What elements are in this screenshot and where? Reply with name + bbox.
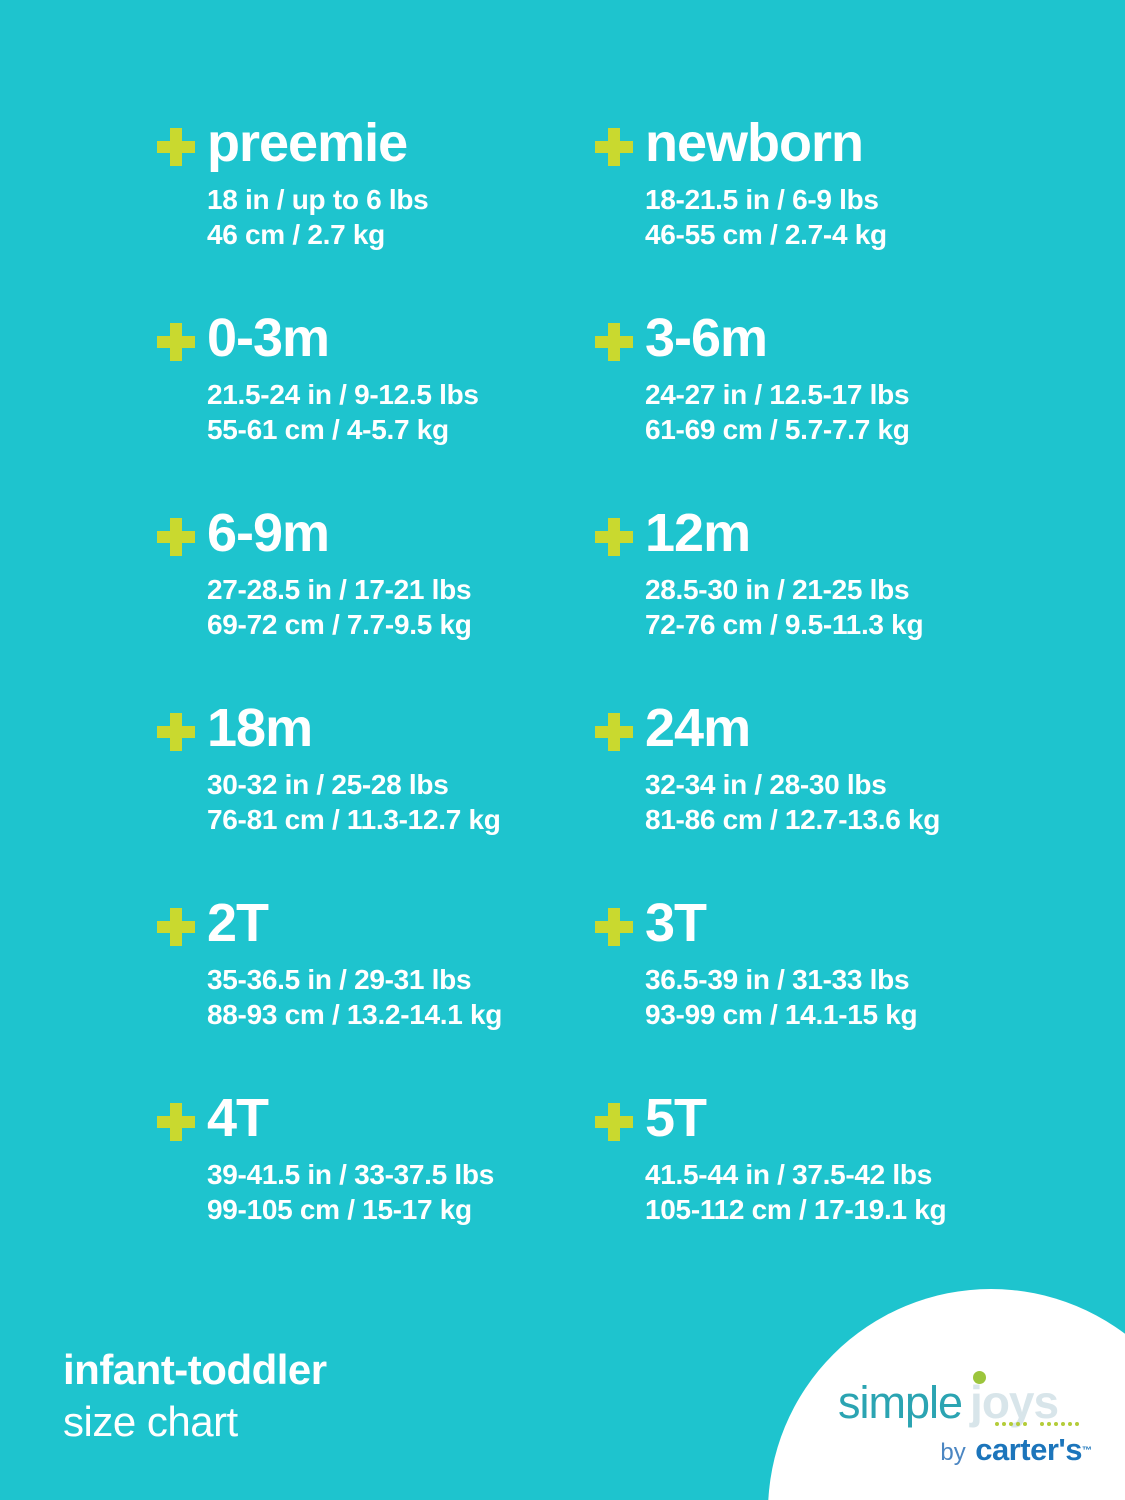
logo-joys-text: joys bbox=[970, 1371, 1059, 1429]
size-imperial: 18-21.5 in / 6-9 lbs bbox=[645, 184, 879, 215]
chart-title-line2: size chart bbox=[63, 1398, 238, 1445]
logo-dotted-underline bbox=[995, 1422, 1079, 1426]
size-card-6-9m: 6-9m 27-28.5 in / 17-21 lbs 69-72 cm / 7… bbox=[157, 506, 595, 701]
size-imperial: 36.5-39 in / 31-33 lbs bbox=[645, 964, 910, 995]
chart-title: infant-toddler size chart bbox=[63, 1346, 327, 1446]
size-label: 0-3m bbox=[207, 308, 330, 368]
size-card-text: 24m 32-34 in / 28-30 lbs 81-86 cm / 12.7… bbox=[645, 701, 940, 837]
size-grid: preemie 18 in / up to 6 lbs 46 cm / 2.7 … bbox=[157, 116, 1125, 1286]
logo-simple-text: simple bbox=[838, 1377, 963, 1428]
brand-logo-circle: simple joys by carter's™ bbox=[768, 1289, 1125, 1500]
plus-icon bbox=[595, 518, 633, 556]
size-metric: 81-86 cm / 12.7-13.6 kg bbox=[645, 804, 941, 835]
size-imperial: 39-41.5 in / 33-37.5 lbs bbox=[207, 1159, 494, 1190]
size-label: 12m bbox=[645, 503, 751, 563]
plus-icon bbox=[157, 908, 195, 946]
size-imperial: 21.5-24 in / 9-12.5 lbs bbox=[207, 379, 479, 410]
plus-icon bbox=[595, 128, 633, 166]
size-card-text: newborn 18-21.5 in / 6-9 lbs 46-55 cm / … bbox=[645, 116, 887, 252]
size-metric: 72-76 cm / 9.5-11.3 kg bbox=[645, 609, 924, 640]
size-label: newborn bbox=[645, 113, 864, 173]
trademark-symbol: ™ bbox=[1082, 1445, 1092, 1457]
logo-by-text: by bbox=[940, 1439, 966, 1466]
size-metric: 99-105 cm / 15-17 kg bbox=[207, 1194, 472, 1225]
size-label: 24m bbox=[645, 698, 751, 758]
brand-logo-byline: by carter's™ bbox=[940, 1432, 1092, 1468]
plus-icon bbox=[157, 1103, 195, 1141]
size-card-18m: 18m 30-32 in / 25-28 lbs 76-81 cm / 11.3… bbox=[157, 701, 595, 896]
size-metric: 46 cm / 2.7 kg bbox=[207, 219, 385, 250]
size-imperial: 28.5-30 in / 21-25 lbs bbox=[645, 574, 910, 605]
size-imperial: 35-36.5 in / 29-31 lbs bbox=[207, 964, 472, 995]
plus-icon bbox=[157, 518, 195, 556]
size-card-text: 2T 35-36.5 in / 29-31 lbs 88-93 cm / 13.… bbox=[207, 896, 502, 1032]
plus-icon bbox=[595, 908, 633, 946]
size-label: 3-6m bbox=[645, 308, 768, 368]
size-imperial: 24-27 in / 12.5-17 lbs bbox=[645, 379, 910, 410]
size-card-2T: 2T 35-36.5 in / 29-31 lbs 88-93 cm / 13.… bbox=[157, 896, 595, 1091]
dot-group bbox=[995, 1422, 1027, 1426]
size-card-24m: 24m 32-34 in / 28-30 lbs 81-86 cm / 12.7… bbox=[595, 701, 1125, 896]
size-card-5T: 5T 41.5-44 in / 37.5-42 lbs 105-112 cm /… bbox=[595, 1091, 1125, 1286]
size-imperial: 18 in / up to 6 lbs bbox=[207, 184, 429, 215]
size-card-3-6m: 3-6m 24-27 in / 12.5-17 lbs 61-69 cm / 5… bbox=[595, 311, 1125, 506]
size-metric: 46-55 cm / 2.7-4 kg bbox=[645, 219, 887, 250]
size-metric: 55-61 cm / 4-5.7 kg bbox=[207, 414, 449, 445]
size-imperial: 27-28.5 in / 17-21 lbs bbox=[207, 574, 472, 605]
brand-logo-wordmark: simple joys bbox=[838, 1371, 1092, 1429]
logo-carters-text: carter's bbox=[975, 1432, 1082, 1467]
logo-j-dot-icon bbox=[973, 1371, 987, 1384]
size-label: 3T bbox=[645, 893, 707, 953]
plus-icon bbox=[157, 713, 195, 751]
size-card-preemie: preemie 18 in / up to 6 lbs 46 cm / 2.7 … bbox=[157, 116, 595, 311]
plus-icon bbox=[157, 128, 195, 166]
size-metric: 88-93 cm / 13.2-14.1 kg bbox=[207, 999, 503, 1030]
size-label: 2T bbox=[207, 893, 269, 953]
size-metric: 76-81 cm / 11.3-12.7 kg bbox=[207, 804, 501, 835]
plus-icon bbox=[595, 713, 633, 751]
size-label: preemie bbox=[207, 113, 408, 173]
size-metric: 61-69 cm / 5.7-7.7 kg bbox=[645, 414, 910, 445]
chart-title-line1: infant-toddler bbox=[63, 1346, 327, 1393]
size-card-text: 3-6m 24-27 in / 12.5-17 lbs 61-69 cm / 5… bbox=[645, 311, 910, 447]
size-card-text: 3T 36.5-39 in / 31-33 lbs 93-99 cm / 14.… bbox=[645, 893, 918, 1032]
plus-icon bbox=[595, 323, 633, 361]
size-label: 6-9m bbox=[207, 503, 330, 563]
size-card-text: 5T 41.5-44 in / 37.5-42 lbs 105-112 cm /… bbox=[645, 1088, 947, 1227]
size-card-12m: 12m 28.5-30 in / 21-25 lbs 72-76 cm / 9.… bbox=[595, 506, 1125, 701]
size-imperial: 30-32 in / 25-28 lbs bbox=[207, 769, 449, 800]
size-card-3T: 3T 36.5-39 in / 31-33 lbs 93-99 cm / 14.… bbox=[595, 896, 1125, 1091]
size-card-text: 18m 30-32 in / 25-28 lbs 76-81 cm / 11.3… bbox=[207, 701, 501, 837]
size-label: 18m bbox=[207, 698, 313, 758]
size-card-newborn: newborn 18-21.5 in / 6-9 lbs 46-55 cm / … bbox=[595, 116, 1125, 311]
size-card-text: 6-9m 27-28.5 in / 17-21 lbs 69-72 cm / 7… bbox=[207, 506, 472, 642]
size-card-text: 4T 39-41.5 in / 33-37.5 lbs 99-105 cm / … bbox=[207, 1091, 494, 1227]
size-metric: 69-72 cm / 7.7-9.5 kg bbox=[207, 609, 472, 640]
size-metric: 93-99 cm / 14.1-15 kg bbox=[645, 999, 918, 1030]
brand-logo: simple joys by carter's™ bbox=[838, 1371, 1092, 1471]
size-imperial: 32-34 in / 28-30 lbs bbox=[645, 769, 887, 800]
size-card-0-3m: 0-3m 21.5-24 in / 9-12.5 lbs 55-61 cm / … bbox=[157, 311, 595, 506]
size-card-text: 0-3m 21.5-24 in / 9-12.5 lbs 55-61 cm / … bbox=[207, 311, 479, 447]
size-imperial: 41.5-44 in / 37.5-42 lbs bbox=[645, 1159, 932, 1190]
size-label: 5T bbox=[645, 1088, 707, 1148]
size-label: 4T bbox=[207, 1088, 269, 1148]
size-metric: 105-112 cm / 17-19.1 kg bbox=[645, 1194, 947, 1225]
size-card-text: preemie 18 in / up to 6 lbs 46 cm / 2.7 … bbox=[207, 113, 429, 252]
dot-group bbox=[1040, 1422, 1079, 1426]
size-card-4T: 4T 39-41.5 in / 33-37.5 lbs 99-105 cm / … bbox=[157, 1091, 595, 1286]
plus-icon bbox=[157, 323, 195, 361]
plus-icon bbox=[595, 1103, 633, 1141]
size-card-text: 12m 28.5-30 in / 21-25 lbs 72-76 cm / 9.… bbox=[645, 503, 924, 642]
